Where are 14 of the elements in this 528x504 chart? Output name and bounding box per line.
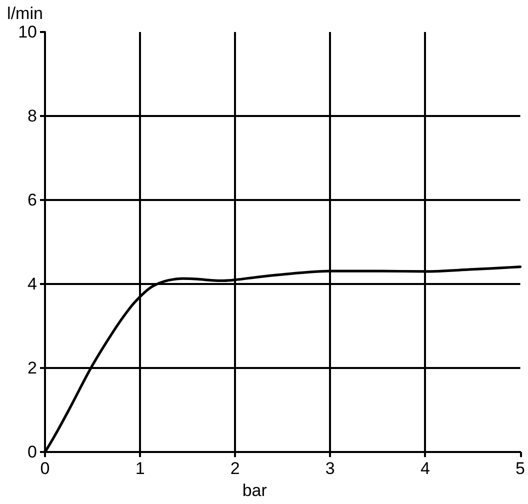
y-tick-label: 4 <box>28 274 37 294</box>
x-tick-label: 0 <box>40 459 50 478</box>
x-tick-label: 3 <box>325 459 335 478</box>
x-axis-title: bar <box>242 481 268 500</box>
x-tick-label: 2 <box>230 459 240 478</box>
y-tick-label: 10 <box>18 22 37 42</box>
y-axis-title: l/min <box>7 4 43 23</box>
y-tick-label: 2 <box>28 358 37 378</box>
y-tick-label: 0 <box>28 442 37 462</box>
y-tick-label: 6 <box>28 190 37 210</box>
y-tick-label: 8 <box>28 106 37 126</box>
x-tick-label: 5 <box>516 459 526 478</box>
x-tick-label: 1 <box>135 459 145 478</box>
x-tick-label: 4 <box>420 459 430 478</box>
